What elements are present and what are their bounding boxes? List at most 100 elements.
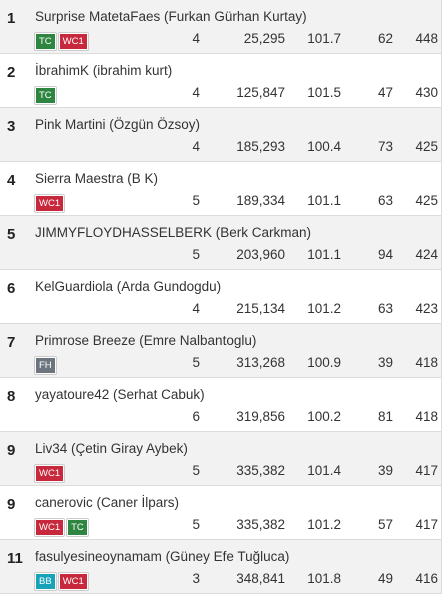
rank: 1 <box>7 10 16 27</box>
stat-cell: 335,382 <box>236 517 285 532</box>
team-name[interactable]: yayatoure42 (Serhat Cabuk) <box>35 387 205 402</box>
stat-cell: 425 <box>415 139 438 154</box>
team-name[interactable]: Surprise MatetaFaes (Furkan Gürhan Kurta… <box>35 9 307 24</box>
chip: WC1 <box>57 572 89 591</box>
stat-cell: 100.2 <box>307 409 341 424</box>
rank: 7 <box>7 334 16 351</box>
stat-cell: 101.4 <box>307 463 341 478</box>
chip: BB <box>34 572 57 591</box>
team-name[interactable]: İbrahimK (ibrahim kurt) <box>35 63 173 78</box>
chip: TC <box>34 86 57 105</box>
stat-cell: 63 <box>377 193 393 208</box>
stat-cell: 63 <box>377 301 393 316</box>
stat-cell: 430 <box>415 85 438 100</box>
stat-cell: 5 <box>192 517 200 532</box>
table-row[interactable]: 8 yayatoure42 (Serhat Cabuk) 6 319,856 100.2… <box>0 378 442 432</box>
stat-cell: 4 <box>192 85 200 100</box>
stat-cell: 319,856 <box>236 409 285 424</box>
stat-cell: 5 <box>192 463 200 478</box>
stat-cell: 4 <box>192 301 200 316</box>
stat-cell: 448 <box>415 31 438 46</box>
stat-cell: 101.2 <box>307 517 341 532</box>
stat-cell: 62 <box>377 31 393 46</box>
stat-cell: 39 <box>377 463 393 478</box>
team-name[interactable]: Pink Martini (Özgün Özsoy) <box>35 117 201 132</box>
stat-cell: 418 <box>415 355 438 370</box>
chip: WC1 <box>33 518 66 537</box>
stat-cell: 424 <box>415 247 438 262</box>
stat-cell: 335,382 <box>236 463 285 478</box>
stat-cell: 5 <box>192 247 200 262</box>
stat-cell: 57 <box>377 517 393 532</box>
stat-cell: 417 <box>415 463 438 478</box>
table-row[interactable]: 2 İbrahimK (ibrahim kurt) TC 4 125,847 101.5 4… <box>0 54 442 108</box>
table-row[interactable]: 5 JIMMYFLOYDHASSELBERK (Berk Carkman) 5 203… <box>0 216 442 270</box>
table-row[interactable]: 9 canerovic (Caner İlpars) WC1 TC 5 335,382 10… <box>0 486 442 540</box>
team-name[interactable]: canerovic (Caner İlpars) <box>35 495 180 510</box>
stat-cell: 94 <box>377 247 393 262</box>
stat-cell: 5 <box>192 193 200 208</box>
stat-cell: 416 <box>415 571 438 586</box>
table-row[interactable]: 7 Primrose Breeze (Emre Nalbantoglu) FH 5 31… <box>0 324 442 378</box>
rank: 2 <box>7 64 16 81</box>
table-row[interactable]: 6 KelGuardiola (Arda Gundogdu) 4 215,134 101… <box>0 270 442 324</box>
stat-cell: 25,295 <box>243 31 285 46</box>
table-row[interactable]: 4 Sierra Maestra (B K) WC1 5 189,334 101.1 63 4… <box>0 162 442 216</box>
team-name[interactable]: fasulyesineoynamam (Güney Efe Tuğluca) <box>35 549 290 564</box>
team-name[interactable]: Liv34 (Çetin Giray Aybek) <box>35 441 188 456</box>
chip-group: BB WC1 <box>34 572 89 591</box>
rank: 5 <box>7 226 16 243</box>
stat-cell: 425 <box>415 193 438 208</box>
team-name[interactable]: Primrose Breeze (Emre Nalbantoglu) <box>35 333 257 348</box>
stat-cell: 417 <box>415 517 438 532</box>
chip-group: TC WC1 <box>34 32 89 51</box>
stat-cell: 100.9 <box>307 355 341 370</box>
stat-cell: 3 <box>192 571 200 586</box>
stat-cell: 423 <box>415 301 438 316</box>
rank: 9 <box>7 442 16 459</box>
chip: FH <box>34 356 57 375</box>
chip: TC <box>66 518 89 537</box>
table-row[interactable]: 11 fasulyesineoynamam (Güney Efe Tuğluca)… <box>0 540 442 594</box>
stat-cell: 189,334 <box>236 193 285 208</box>
rank: 11 <box>7 550 23 567</box>
chip-group: WC1 <box>33 194 66 213</box>
chip: WC1 <box>33 194 66 213</box>
stat-cell: 49 <box>377 571 393 586</box>
stat-cell: 313,268 <box>236 355 285 370</box>
stat-cell: 47 <box>377 85 393 100</box>
stat-cell: 101.1 <box>307 193 341 208</box>
team-name[interactable]: JIMMYFLOYDHASSELBERK (Berk Carkman) <box>35 225 312 240</box>
stat-cell: 125,847 <box>236 85 285 100</box>
stat-cell: 39 <box>377 355 393 370</box>
chip-group: WC1 <box>33 464 66 483</box>
rank: 3 <box>7 118 16 135</box>
stat-cell: 81 <box>377 409 393 424</box>
rank: 9 <box>7 496 16 513</box>
stat-cell: 185,293 <box>236 139 285 154</box>
stat-cell: 100.4 <box>307 139 341 154</box>
stat-cell: 203,960 <box>236 247 285 262</box>
stat-cell: 6 <box>192 409 200 424</box>
chip-group: FH <box>34 356 57 375</box>
stat-cell: 4 <box>192 31 200 46</box>
team-name[interactable]: KelGuardiola (Arda Gundogdu) <box>35 279 222 294</box>
chip: TC <box>34 32 57 51</box>
chip-group: WC1 TC <box>33 518 89 537</box>
table-row[interactable]: 3 Pink Martini (Özgün Özsoy) 4 185,293 100.4… <box>0 108 442 162</box>
table-row[interactable]: 1 Surprise MatetaFaes (Furkan Gürhan Kurt… <box>0 0 442 54</box>
stat-cell: 418 <box>415 409 438 424</box>
stat-cell: 215,134 <box>236 301 285 316</box>
chip-group: TC <box>34 86 57 105</box>
table-row[interactable]: 9 Liv34 (Çetin Giray Aybek) WC1 5 335,382 101… <box>0 432 442 486</box>
stat-cell: 101.8 <box>307 571 341 586</box>
stat-cell: 101.5 <box>307 85 341 100</box>
team-name[interactable]: Sierra Maestra (B K) <box>35 171 159 186</box>
stat-cell: 101.1 <box>307 247 341 262</box>
rank: 6 <box>7 280 16 297</box>
rank: 4 <box>7 172 16 189</box>
stat-cell: 5 <box>192 355 200 370</box>
chip: WC1 <box>33 464 66 483</box>
rank: 8 <box>7 388 16 405</box>
